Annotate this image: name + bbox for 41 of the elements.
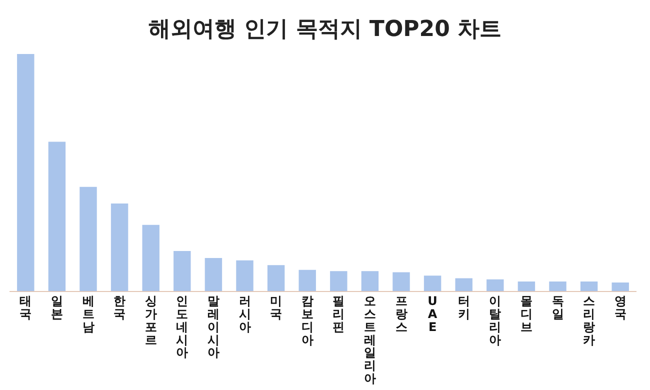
x-tick-label: 베트남 [82,294,94,334]
bar [298,270,316,292]
x-tick-label: 몰디브 [520,294,532,334]
bar [361,271,379,292]
bar [549,282,566,292]
x-tick-label: 일본 [50,294,63,321]
x-tick-label: 인도네시아 [176,294,188,360]
bar [392,272,410,292]
x-tick-label: 프랑스 [395,294,408,334]
x-tick-label: UAE [428,294,438,334]
bar [424,276,442,292]
chart-title: 해외여행 인기 목적지 TOP20 차트 [147,16,503,44]
x-tick-label: 이탈리아 [489,294,502,347]
bar [48,142,66,292]
bar [330,271,348,292]
x-tick-label: 태국 [20,294,32,321]
x-tick-label: 캄보디아 [301,294,314,347]
bar [518,282,536,292]
x-tick-label: 스리랑카 [583,294,596,347]
x-tick-label: 한국 [114,294,126,321]
x-tick-label: 싱가포르 [144,294,157,347]
bar [174,250,191,292]
bar [455,278,472,292]
x-tick-label: 말레이시아 [207,294,220,360]
bar [80,186,97,292]
x-tick-label: 영국 [614,294,626,321]
bar [267,265,285,292]
bar [110,203,128,292]
bar [17,54,34,292]
bar [486,279,504,292]
x-tick-label: 오스트레일리아 [364,294,376,386]
x-tick-label: 터키 [458,294,470,321]
bar [612,282,629,292]
x-tick-label: 러시아 [238,294,251,334]
bar [580,282,598,292]
bar [236,260,254,292]
x-tick-label: 미국 [270,294,282,321]
x-tick-label: 독일 [552,294,564,321]
x-tick-label: 필리핀 [332,294,345,334]
bar [142,224,160,292]
bar [204,258,222,292]
